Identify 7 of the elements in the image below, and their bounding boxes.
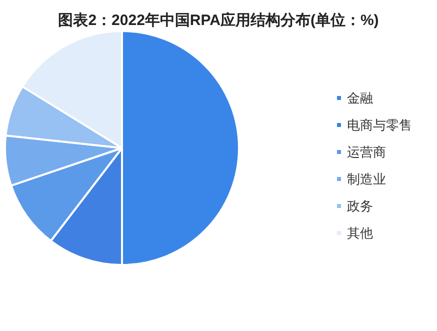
legend-label: 其他 xyxy=(347,226,373,240)
chart-title: 图表2：2022年中国RPA应用结构分布(单位：%) xyxy=(58,11,379,29)
legend-label: 运营商 xyxy=(347,144,386,160)
legend-label: 政务 xyxy=(347,198,373,214)
legend-label: 制造业 xyxy=(347,172,386,186)
legend-label: 电商与零售 xyxy=(347,118,412,132)
legend-label: 金融 xyxy=(347,90,373,106)
